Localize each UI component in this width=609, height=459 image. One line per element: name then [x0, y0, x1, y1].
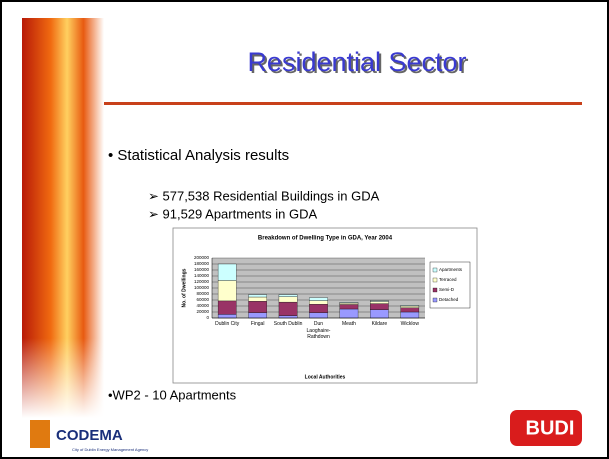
y-tick-label: 40000	[196, 303, 209, 308]
legend-label: Semi-D	[439, 287, 455, 292]
y-tick-label: 200000	[194, 255, 210, 260]
flame-fade	[22, 18, 104, 418]
bar-segment	[370, 304, 388, 310]
bar-segment	[218, 301, 236, 315]
legend-swatch	[433, 278, 437, 282]
bar-segment	[309, 301, 327, 305]
x-tick-label-box: Meath	[334, 321, 364, 351]
y-tick-label: 60000	[196, 297, 209, 302]
y-tick-label: 160000	[194, 267, 210, 272]
codema-icon	[30, 420, 50, 448]
bar-segment	[340, 302, 358, 303]
legend-label: Apartments	[439, 267, 463, 272]
bar-segment	[401, 312, 419, 318]
y-tick-label: 100000	[194, 285, 210, 290]
bar-segment	[249, 313, 267, 318]
bar-segment	[218, 314, 236, 318]
x-tick-label-box: South Dublin	[273, 321, 303, 351]
legend-swatch	[433, 288, 437, 292]
bar-segment	[249, 295, 267, 297]
x-tick-label: Fingal	[242, 321, 272, 328]
y-tick-label: 80000	[196, 291, 209, 296]
x-tick-label-box: Dun Laoghaire-Rathdown	[303, 321, 333, 351]
x-tick-label: Dun Laoghaire-Rathdown	[303, 321, 333, 341]
footer-bullet: •WP2 - 10 Apartments	[108, 387, 237, 402]
bullet: • Statistical Analysis results	[108, 147, 289, 164]
bar-segment	[309, 304, 327, 312]
y-tick-label: 140000	[194, 273, 210, 278]
bar-segment	[370, 301, 388, 302]
bar-segment	[340, 309, 358, 318]
bar-segment	[279, 302, 297, 316]
bar-segment	[370, 310, 388, 318]
sub-bullet: ➢ 91,529 Apartments in GDA	[148, 206, 317, 221]
y-axis-label: No. of Dwellings	[181, 268, 187, 307]
bar-segment	[249, 297, 267, 301]
bar-segment	[340, 305, 358, 310]
x-tick-label: Kildare	[364, 321, 394, 328]
x-tick-label-box: Fingal	[242, 321, 272, 351]
y-tick-label: 180000	[194, 261, 210, 266]
logo-left: CODEMA	[56, 427, 123, 444]
x-tick-label: Dublin City	[212, 321, 242, 328]
bar-segment	[218, 281, 236, 301]
y-tick-label: 20000	[196, 309, 209, 314]
bar-segment	[401, 305, 419, 306]
y-tick-label: 120000	[194, 279, 210, 284]
sub-bullet: ➢ 577,538 Residential Buildings in GDA	[148, 188, 380, 203]
page: {"slide": {"title": "Residential Sector"…	[0, 0, 609, 459]
x-tick-label-box: Dublin City	[212, 321, 242, 351]
x-tick-label: Meath	[334, 321, 364, 328]
bar-segment	[218, 264, 236, 281]
logo-right: BUDI	[526, 417, 575, 439]
x-tick-label: Wicklow	[395, 321, 425, 328]
bar-segment	[401, 306, 419, 308]
bar-segment	[401, 308, 419, 312]
bar-segment	[309, 298, 327, 301]
legend-label: Detached	[439, 297, 459, 302]
bar-segment	[279, 316, 297, 318]
bar-segment	[309, 313, 327, 318]
bar-segment	[279, 297, 297, 302]
x-tick-label-box: Wicklow	[395, 321, 425, 351]
chart-title: Breakdown of Dwelling Type in GDA, Year …	[258, 236, 393, 242]
bar-segment	[279, 295, 297, 297]
legend-label: Terraced	[439, 277, 457, 282]
slide: Residential Sector Residential Sector • …	[0, 0, 609, 459]
x-axis-label: Local Authorities	[305, 374, 346, 380]
slide-title: Residential Sector	[247, 47, 466, 77]
legend-swatch	[433, 298, 437, 302]
bar-segment	[340, 303, 358, 305]
logo-left-tagline: City of Dublin Energy Management Agency	[72, 447, 148, 452]
x-tick-label: South Dublin	[273, 321, 303, 328]
legend-swatch	[433, 268, 437, 272]
x-tick-label-box: Kildare	[364, 321, 394, 351]
title-rule	[104, 102, 582, 105]
bar-segment	[249, 301, 267, 312]
bar-segment	[370, 302, 388, 304]
